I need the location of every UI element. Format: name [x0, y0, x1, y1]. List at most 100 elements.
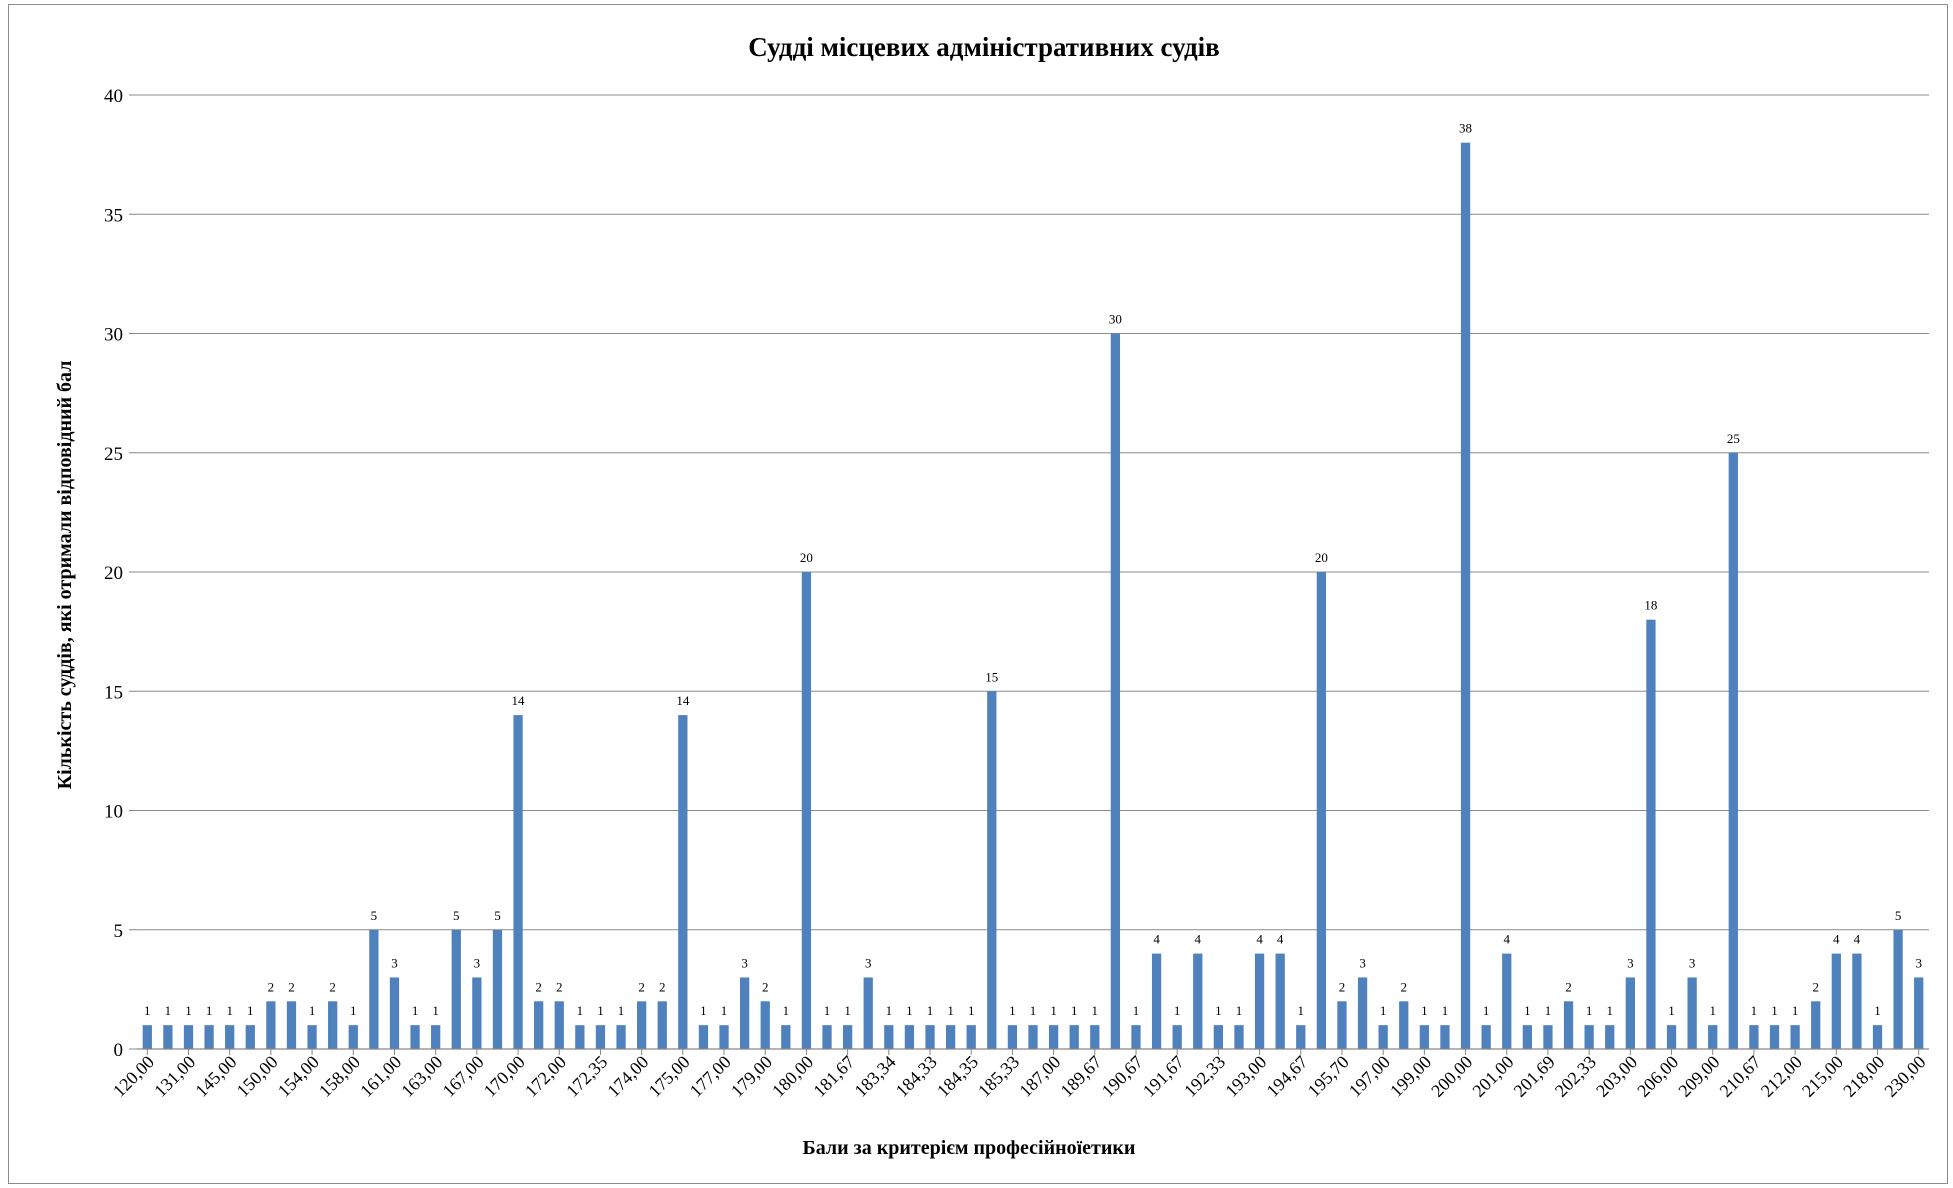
x-tick-label: 189,67 — [1056, 1052, 1105, 1101]
data-label: 5 — [494, 908, 501, 923]
x-tick-label: 194,67 — [1262, 1052, 1311, 1101]
y-tick-label: 0 — [114, 1040, 124, 1061]
data-label: 2 — [556, 979, 563, 994]
bar — [1625, 977, 1635, 1049]
x-tick-label: 172,35 — [562, 1052, 611, 1101]
data-label: 1 — [1483, 1003, 1490, 1018]
data-label: 2 — [329, 979, 336, 994]
bar — [657, 1001, 667, 1049]
x-tick-label: 203,00 — [1592, 1052, 1641, 1101]
data-label: 4 — [1153, 932, 1160, 947]
x-tick-label: 184,33 — [892, 1052, 941, 1101]
bar — [1790, 1025, 1800, 1049]
data-label: 1 — [1071, 1003, 1078, 1018]
bar — [286, 1001, 297, 1049]
data-label: 1 — [247, 1003, 254, 1018]
data-label: 3 — [1627, 955, 1634, 970]
bar — [637, 1001, 647, 1049]
bar — [945, 1025, 956, 1049]
data-label: 2 — [288, 979, 295, 994]
data-label: 1 — [1874, 1003, 1881, 1018]
bar — [1563, 1001, 1574, 1049]
bar — [389, 977, 400, 1049]
bar — [472, 977, 482, 1049]
data-label: 1 — [432, 1003, 439, 1018]
data-label: 2 — [1401, 979, 1408, 994]
x-tick-label: 206,00 — [1633, 1052, 1682, 1101]
data-label: 2 — [268, 979, 275, 994]
data-label: 1 — [226, 1003, 233, 1018]
bar — [266, 1001, 276, 1049]
bar — [225, 1025, 235, 1049]
data-label: 3 — [391, 955, 398, 970]
data-label: 1 — [721, 1003, 728, 1018]
x-axis-ticks: 120,00131,00145,00150,00154,00158,00161,… — [109, 1049, 1930, 1101]
data-label: 3 — [1359, 955, 1366, 970]
data-label: 4 — [1503, 932, 1510, 947]
x-tick-label: 145,00 — [191, 1052, 240, 1101]
data-label: 1 — [350, 1003, 357, 1018]
x-tick-label: 199,00 — [1386, 1052, 1435, 1101]
x-tick-label: 184,35 — [933, 1052, 982, 1101]
bar — [1193, 953, 1203, 1049]
bar — [1687, 977, 1697, 1049]
data-label: 5 — [371, 908, 378, 923]
data-label: 5 — [1895, 908, 1902, 923]
bar — [1090, 1025, 1100, 1049]
bar — [739, 977, 750, 1049]
bar — [1605, 1025, 1615, 1049]
bar-chart: Судді місцевих адміністративних судів 0 5… — [54, 32, 1930, 1159]
bar — [1481, 1025, 1491, 1049]
bar — [142, 1025, 152, 1049]
data-label: 5 — [453, 908, 460, 923]
data-label: 2 — [1339, 979, 1346, 994]
bar — [451, 929, 461, 1049]
data-label: 14 — [676, 693, 690, 708]
bar — [1048, 1025, 1059, 1049]
data-label: 30 — [1109, 312, 1122, 327]
bar — [822, 1025, 832, 1049]
bar — [1543, 1025, 1553, 1049]
bar — [966, 1025, 976, 1049]
data-label: 20 — [1315, 550, 1328, 565]
bar — [1316, 572, 1327, 1049]
bar — [1872, 1025, 1883, 1049]
bar — [492, 929, 503, 1049]
bar — [1440, 1025, 1450, 1049]
y-tick-label: 25 — [104, 444, 123, 465]
bar — [1151, 953, 1162, 1049]
x-tick-label: 192,33 — [1180, 1052, 1229, 1101]
bar — [369, 929, 379, 1049]
data-label: 1 — [1215, 1003, 1222, 1018]
data-label: 4 — [1256, 932, 1263, 947]
x-tick-label: 181,67 — [809, 1052, 858, 1101]
x-tick-label: 150,00 — [233, 1052, 282, 1101]
bar — [1522, 1025, 1532, 1049]
x-tick-label: 183,34 — [851, 1052, 900, 1101]
data-label: 4 — [1833, 932, 1840, 947]
bar — [1831, 953, 1841, 1049]
data-label: 1 — [206, 1003, 213, 1018]
data-label: 1 — [1009, 1003, 1016, 1018]
data-label: 1 — [185, 1003, 192, 1018]
y-tick-label: 15 — [104, 682, 123, 703]
bar — [863, 977, 873, 1049]
data-label: 1 — [927, 1003, 934, 1018]
gridlines — [137, 94, 1929, 931]
bar — [616, 1025, 626, 1049]
x-tick-label: 131,00 — [150, 1052, 199, 1101]
data-label: 1 — [1030, 1003, 1037, 1018]
bar — [1296, 1025, 1306, 1049]
y-tick-label: 10 — [104, 802, 123, 823]
bar — [204, 1025, 214, 1049]
bar — [410, 1025, 420, 1049]
data-label: 25 — [1727, 431, 1740, 446]
bar — [678, 715, 688, 1049]
x-tick-label: 170,00 — [480, 1052, 529, 1101]
bar — [1852, 953, 1862, 1049]
x-tick-label: 202,33 — [1551, 1052, 1600, 1101]
bar — [1584, 1025, 1594, 1049]
x-tick-label: 201,00 — [1468, 1052, 1517, 1101]
data-label: 1 — [618, 1003, 625, 1018]
bar — [884, 1025, 894, 1049]
